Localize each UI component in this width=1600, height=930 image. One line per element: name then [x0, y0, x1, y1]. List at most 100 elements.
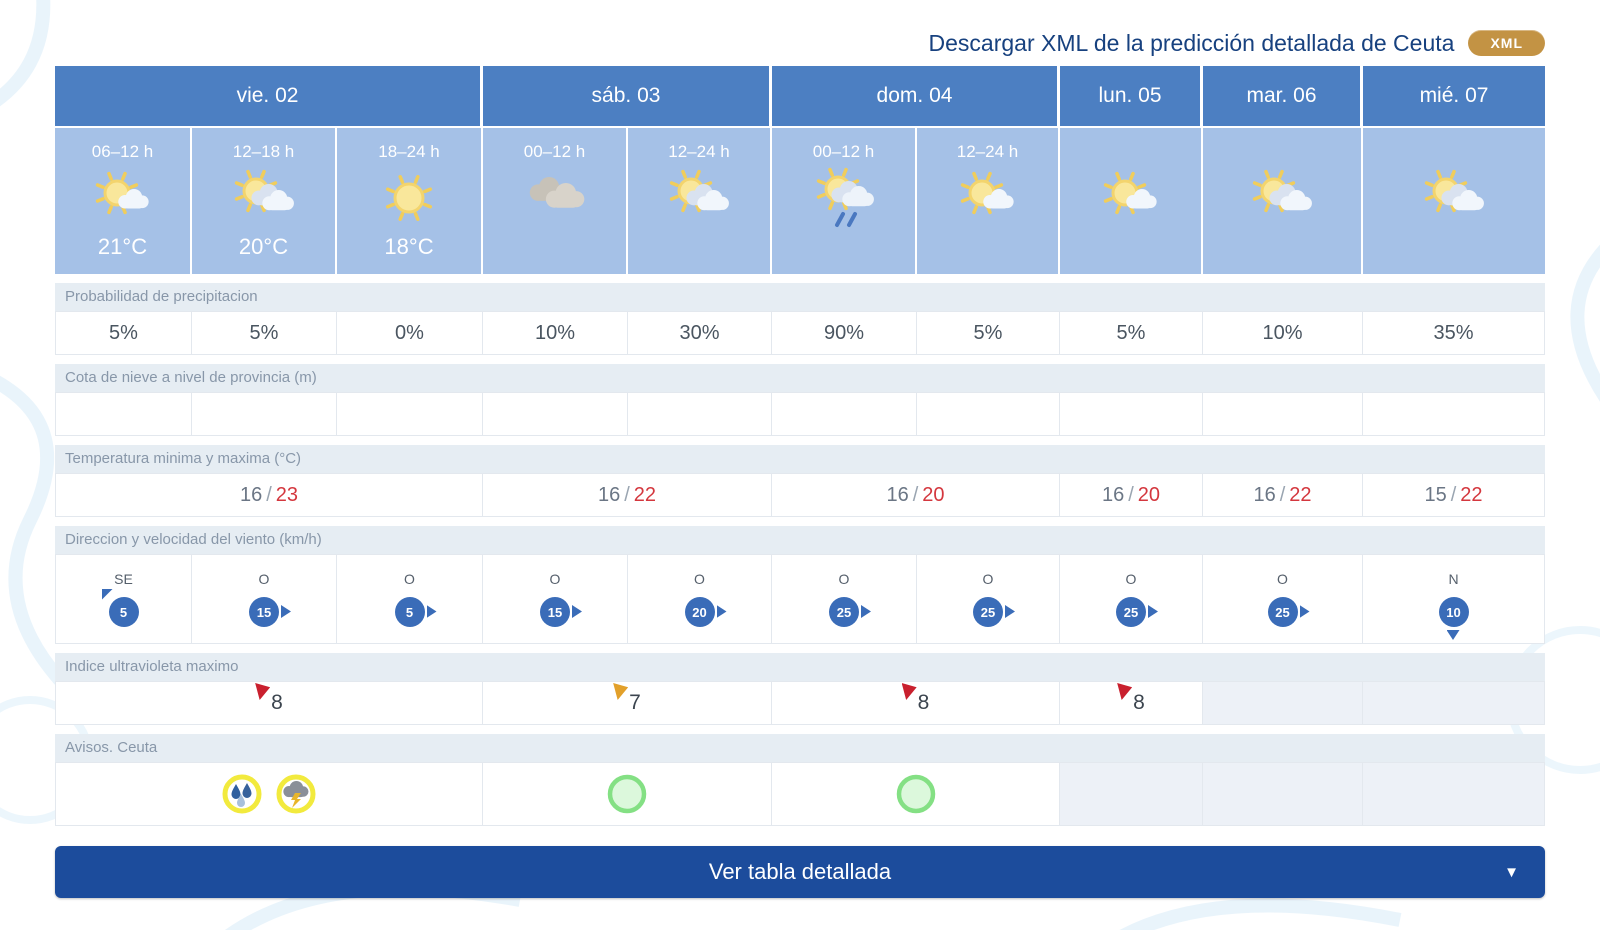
snow-level-value [483, 393, 628, 435]
wind-speed-badge: 25 [829, 597, 871, 627]
wind-direction-label: O [1125, 571, 1137, 587]
wind-speed-badge: 5 [101, 589, 139, 627]
wind-arrow-icon [716, 605, 727, 618]
period-temperature: 18°C [384, 234, 434, 259]
wind-speed-badge: 20 [684, 597, 727, 627]
section-uv-values: 8 7 8 8 [55, 681, 1545, 725]
wind-arrow-icon [1299, 605, 1310, 618]
snow-level-value [1060, 393, 1203, 435]
uv-index-cell: 8 [55, 682, 483, 724]
wind-speed-badge: 10 [1438, 597, 1469, 640]
warning-empty-cell [1060, 763, 1203, 825]
period-time: 18–24 h [378, 142, 440, 161]
temperature-min-max-value: 16/22 [483, 474, 772, 516]
wind-speed-value: 25 [973, 597, 1003, 627]
precipitation-probability-value: 10% [483, 312, 628, 354]
weather-icon-slot [951, 164, 1025, 232]
xml-badge-button[interactable]: XML [1468, 30, 1545, 56]
wind-speed-value: 5 [108, 597, 139, 627]
section-label: Avisos. Ceuta [55, 734, 1545, 762]
sun-clouds-icon [669, 169, 729, 213]
section-label: Direccion y velocidad del viento (km/h) [55, 526, 1545, 554]
uv-index-value: 8 [1133, 691, 1145, 714]
temperature-min-max-value: 16/23 [55, 474, 483, 516]
temperature-min-max-value: 15/22 [1363, 474, 1545, 516]
wind-speed-value: 20 [684, 597, 715, 627]
section-wind-values: SE 5 O 15 O 5 O 15 O [55, 554, 1545, 644]
snow-level-value [1203, 393, 1363, 435]
wind-cell: O 5 [337, 555, 483, 643]
temp-min: 16 [239, 483, 263, 506]
snow-level-value [337, 393, 483, 435]
weather-icon-slot [1094, 164, 1168, 232]
green-circle-icon [607, 774, 647, 814]
period-temperature: 21°C [97, 234, 148, 259]
precipitation-probability-value: 5% [1060, 312, 1203, 354]
wind-direction-label: N [1448, 571, 1459, 587]
sun-icon [386, 175, 432, 221]
warning-cell [483, 763, 772, 825]
period-time: 06–12 h [91, 142, 154, 161]
period-cell: 00–12 h [483, 128, 628, 274]
sun-cloud-icon [960, 171, 1014, 215]
wind-cell: O 20 [628, 555, 772, 643]
wind-speed-badge: 25 [973, 597, 1015, 627]
wind-arrow-icon [861, 605, 871, 618]
temp-min: 16 [1101, 483, 1125, 506]
period-cell: 18–24 h 18°C [337, 128, 483, 274]
uv-index-value: 8 [917, 691, 930, 714]
download-xml-label[interactable]: Descargar XML de la predicción detallada… [928, 29, 1455, 56]
temp-max: 22 [1460, 483, 1483, 506]
wind-arrow-icon [1446, 630, 1460, 640]
wind-arrow-icon [1148, 605, 1158, 618]
sun-clouds-icon [1252, 169, 1312, 213]
weather-icon-slot [807, 164, 881, 232]
period-time: 12–24 h [956, 142, 1019, 161]
section-label: Cota de nieve a nivel de provincia (m) [55, 364, 1545, 392]
uv-empty-cell [1363, 682, 1545, 724]
section-precipitation-values: 5% 5% 0% 10% 30% 90% 5% 5% 10% 35% [55, 311, 1545, 355]
section-temperature: Temperatura minima y maxima (°C) 16/23 16/… [55, 445, 1545, 517]
day-header-row: vie. 02 sáb. 03 dom. 04 lun. 05 mar. 06 mié. … [55, 66, 1545, 128]
wind-cell: SE 5 [55, 555, 192, 643]
wind-speed-value: 15 [249, 597, 279, 627]
wind-arrow-icon [1005, 605, 1015, 618]
wind-speed-badge: 25 [1267, 597, 1310, 627]
period-time: 12–24 h [668, 142, 730, 161]
precipitation-probability-value: 10% [1203, 312, 1363, 354]
download-xml-link[interactable]: Descargar XML de la predicción detallada… [929, 30, 1545, 57]
sun-cloud-icon [1103, 171, 1157, 215]
weather-icon-slot [518, 164, 592, 232]
section-uv: Indice ultravioleta maximo 8 7 8 8 [55, 653, 1545, 725]
section-warnings: Avisos. Ceuta [55, 734, 1545, 826]
section-label: Temperatura minima y maxima (°C) [55, 445, 1545, 473]
wind-direction-label: O [982, 571, 994, 587]
wind-arrow-icon [426, 605, 437, 618]
sun-clouds-icon [1424, 169, 1484, 213]
wind-cell: O 25 [772, 555, 917, 643]
period-cell: 06–12 h 21°C [55, 128, 192, 274]
forecast-table: vie. 02 sáb. 03 dom. 04 lun. 05 mar. 06 mié. … [55, 66, 1545, 826]
clouds-icon [529, 177, 584, 208]
day-header: lun. 05 [1060, 66, 1203, 128]
warning-cell [772, 763, 1060, 825]
precipitation-probability-value: 5% [192, 312, 337, 354]
temp-separator: / [912, 483, 919, 506]
snow-level-value [55, 393, 192, 435]
period-cell [1203, 128, 1363, 274]
temp-max: 20 [922, 483, 945, 506]
weather-icon-slot [662, 164, 736, 232]
weather-icon-slot [1245, 164, 1319, 232]
ver-tabla-detallada-button[interactable]: Ver tabla detallada ▼ [55, 846, 1545, 898]
period-temperature: 20°C [238, 234, 289, 259]
wind-speed-badge: 5 [394, 597, 437, 627]
temp-min: 16 [597, 483, 621, 506]
weather-icon-slot [227, 164, 301, 232]
wind-speed-value: 25 [1267, 597, 1298, 627]
day-header: mié. 07 [1363, 66, 1545, 128]
temperature-min-max-value: 16/22 [1203, 474, 1363, 516]
uv-index-value: 7 [629, 691, 641, 714]
rain-warning-icon [222, 774, 262, 814]
precipitation-probability-value: 5% [55, 312, 192, 354]
period-row: 06–12 h 21°C 12–18 h 20°C 18–24 h 18°C 00–1… [55, 128, 1545, 274]
